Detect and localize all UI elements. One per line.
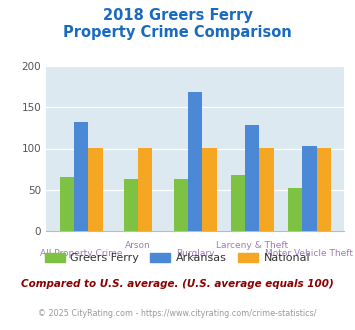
Text: Property Crime Comparison: Property Crime Comparison [63,25,292,40]
Text: All Property Crime: All Property Crime [40,249,122,258]
Bar [302,146,317,231]
Bar [74,122,88,231]
Bar [202,148,217,231]
Bar [317,148,331,231]
Bar [174,179,188,231]
Bar [288,188,302,231]
Text: 2018 Greers Ferry: 2018 Greers Ferry [103,8,252,23]
Bar [245,125,260,231]
Text: Arson: Arson [125,241,151,250]
Bar [88,148,103,231]
Text: Compared to U.S. average. (U.S. average equals 100): Compared to U.S. average. (U.S. average … [21,279,334,289]
Bar [138,148,152,231]
Bar [60,178,74,231]
Text: © 2025 CityRating.com - https://www.cityrating.com/crime-statistics/: © 2025 CityRating.com - https://www.city… [38,309,317,317]
Bar [260,148,274,231]
Legend: Greers Ferry, Arkansas, National: Greers Ferry, Arkansas, National [40,248,315,267]
Bar [124,179,138,231]
Bar [231,175,245,231]
Text: Larceny & Theft: Larceny & Theft [216,241,288,250]
Bar [188,91,202,231]
Text: Motor Vehicle Theft: Motor Vehicle Theft [266,249,353,258]
Text: Burglary: Burglary [176,249,214,258]
